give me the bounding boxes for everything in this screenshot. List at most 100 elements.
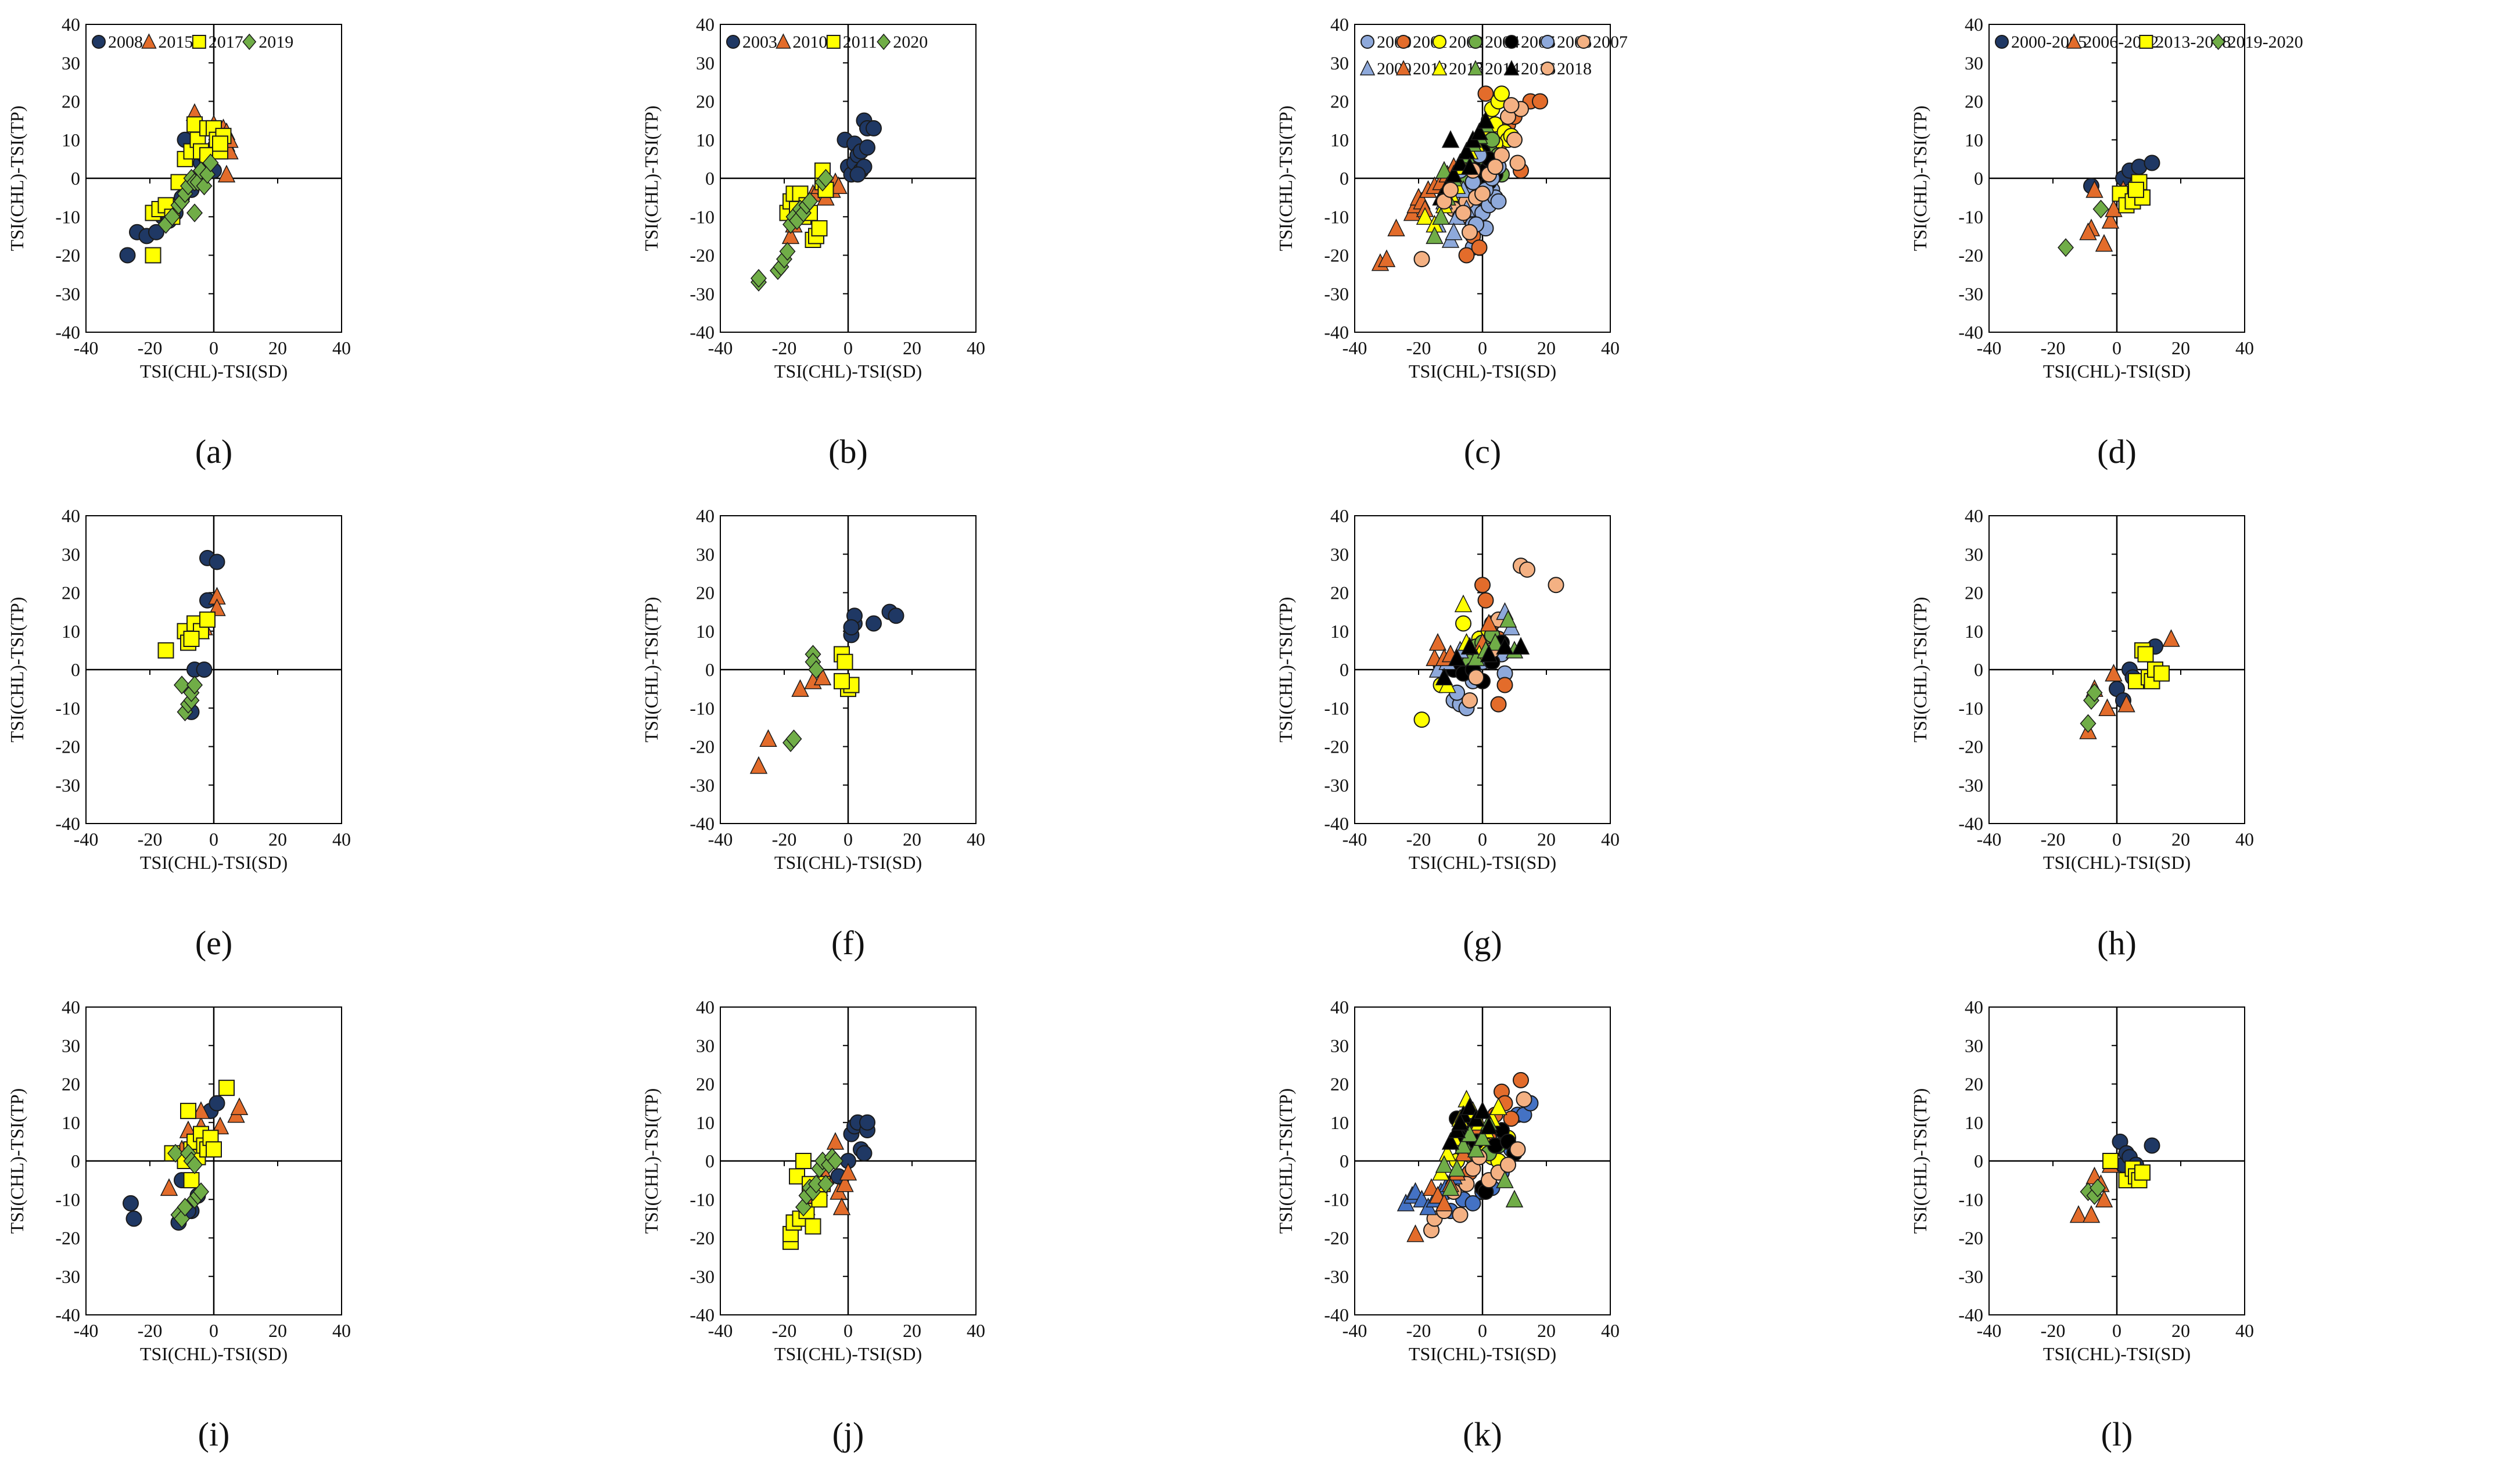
legend-marker: [192, 35, 206, 49]
data-point: [1471, 239, 1488, 256]
y-tick-label: 0: [1974, 1151, 1983, 1171]
data-point: [1438, 1144, 1456, 1162]
data-point: [1435, 161, 1453, 179]
data-point: [1448, 1159, 1466, 1177]
y-tick-label: 20: [1330, 91, 1349, 112]
series-yellow: [834, 646, 860, 698]
y-tick-label: 40: [696, 14, 715, 35]
data-point: [802, 192, 818, 211]
x-tick-label: 20: [2171, 1320, 2190, 1341]
y-tick-label: 40: [1330, 14, 1349, 35]
x-tick-label: 40: [967, 829, 985, 850]
y-axis-title: TSI(CHL)-TSI(TP): [6, 1088, 27, 1234]
data-point: [1458, 141, 1476, 160]
x-tick-label: -40: [708, 829, 733, 850]
x-tick-label: 0: [2112, 829, 2121, 850]
y-tick-label: -40: [1324, 813, 1349, 834]
y-tick-label: -40: [1958, 322, 1983, 343]
x-tick-label: 40: [967, 337, 985, 358]
data-point: [2098, 698, 2116, 716]
series-green: [167, 1144, 209, 1228]
y-tick-label: -30: [690, 283, 715, 304]
x-tick-label: -20: [1406, 829, 1431, 850]
x-tick-label: -40: [1977, 1320, 2002, 1341]
y-tick-label: 30: [1330, 52, 1349, 73]
panel-label: (i): [198, 1415, 230, 1453]
data-point: [2105, 199, 2123, 217]
x-axis-title: TSI(CHL)-TSI(SD): [774, 361, 922, 382]
legend-marker: [826, 35, 841, 49]
series-2013-2018: [2112, 174, 2151, 214]
series-green: [2080, 683, 2103, 733]
y-axis-title: TSI(CHL)-TSI(TP): [1275, 106, 1296, 251]
y-tick-label: 0: [1974, 659, 1983, 680]
series-green: [782, 645, 824, 753]
data-point: [839, 1163, 857, 1181]
data-point: [805, 1218, 821, 1235]
data-point: [1454, 1135, 1473, 1154]
y-tick-label: -20: [690, 245, 715, 266]
y-tick-label: 30: [62, 52, 80, 73]
y-tick-label: 10: [1330, 621, 1349, 642]
x-tick-label: -20: [1406, 337, 1431, 358]
y-tick-label: -20: [55, 245, 80, 266]
legend-label: 2017: [209, 33, 243, 52]
data-point: [1500, 1156, 1516, 1173]
legend-marker: [877, 33, 891, 51]
y-tick-label: -10: [1324, 1189, 1349, 1210]
y-tick-label: 30: [1965, 544, 1983, 565]
data-point: [1470, 122, 1488, 141]
x-tick-label: 20: [2171, 337, 2190, 358]
data-point: [1489, 1097, 1507, 1115]
data-point: [1490, 696, 1507, 713]
data-point: [1486, 632, 1505, 651]
data-point: [1513, 1072, 1529, 1088]
legend-marker: [2139, 35, 2153, 49]
data-point: [759, 729, 777, 747]
series-tri-black: [1441, 1097, 1498, 1150]
x-tick-label: -40: [74, 1320, 99, 1341]
data-point: [1487, 159, 1503, 175]
data-point: [1499, 610, 1517, 628]
data-point: [2134, 1164, 2151, 1181]
x-tick-label: 40: [1601, 337, 1620, 358]
x-tick-label: -20: [772, 337, 797, 358]
legend-label: 2015: [158, 33, 193, 52]
chart-panel: -40 -20 0 20 40 -40 -30 -20 -10 0 10 20 30 40 TSI(CHL)…: [641, 14, 985, 470]
x-tick-label: 20: [268, 829, 287, 850]
data-point: [1426, 226, 1444, 245]
x-axis-title: TSI(CHL)-TSI(SD): [774, 852, 922, 873]
y-tick-label: -20: [1958, 736, 1983, 757]
legend-marker: [1541, 35, 1555, 49]
data-point: [791, 679, 809, 697]
data-point: [1441, 130, 1460, 148]
y-tick-label: 10: [1965, 1112, 1983, 1133]
y-tick-label: -40: [1958, 813, 1983, 834]
chart-panel: -40 -20 0 20 40 -40 -30 -20 -10 0 10 20 30 40 TSI(CHL)…: [1909, 997, 2254, 1453]
data-point: [817, 1174, 834, 1193]
y-tick-label: 30: [1965, 52, 1983, 73]
legend-marker: [141, 33, 157, 49]
y-tick-label: -10: [1324, 206, 1349, 227]
data-point: [1519, 561, 1535, 578]
series-navy: [843, 603, 904, 643]
y-tick-label: -40: [690, 813, 715, 834]
y-tick-label: -20: [690, 736, 715, 757]
x-tick-label: -20: [138, 1320, 163, 1341]
y-tick-label: 20: [1965, 583, 1983, 603]
legend-label: 2019: [259, 33, 293, 52]
data-point: [1448, 648, 1466, 666]
x-axis-title: TSI(CHL)-TSI(SD): [1409, 1343, 1556, 1364]
legend: 2003 2010 2011 2020: [726, 33, 928, 52]
data-point: [1435, 1155, 1453, 1173]
data-point: [1496, 677, 1513, 693]
data-point: [1460, 1124, 1479, 1142]
y-tick-label: 40: [1965, 997, 1983, 1018]
data-point: [199, 611, 216, 628]
data-point: [230, 1097, 249, 1115]
y-tick-label: 30: [1330, 1035, 1349, 1056]
x-tick-label: 40: [1601, 829, 1620, 850]
y-tick-label: 20: [1330, 1074, 1349, 1095]
data-point: [119, 247, 136, 264]
